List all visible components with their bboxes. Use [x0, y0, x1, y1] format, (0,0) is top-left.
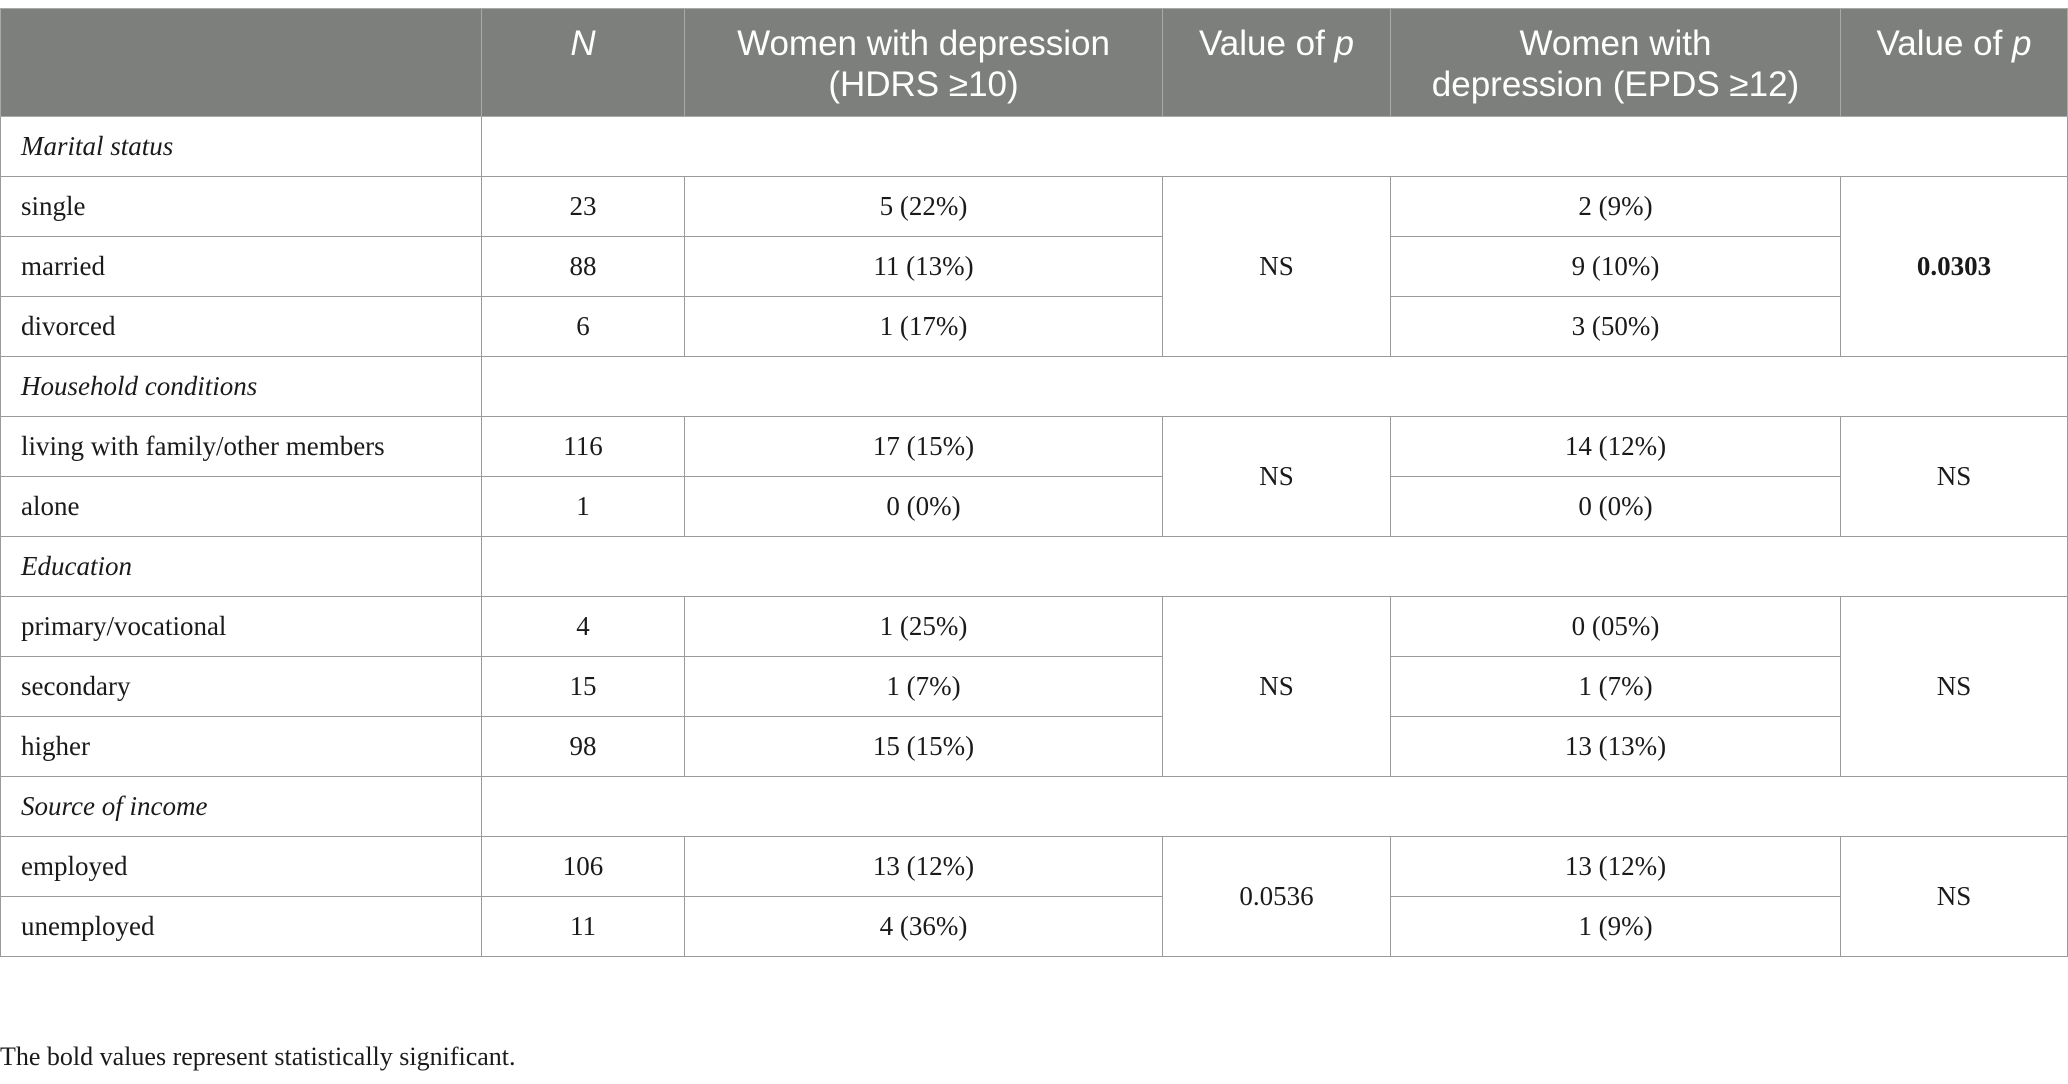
n-cell: 116 — [481, 416, 685, 477]
epds-cell: 0 (05%) — [1390, 596, 1841, 657]
table-row: married 88 11 (13%) 9 (10%) — [0, 236, 2068, 297]
row-label: higher — [0, 716, 482, 777]
p-value-hdrs-cell: 0.0536 — [1162, 836, 1391, 957]
n-cell: 1 — [481, 476, 685, 537]
epds-cell: 1 (9%) — [1390, 896, 1841, 957]
header-epds: Women with depression (EPDS ≥12) — [1390, 8, 1841, 117]
header-p1-text: Value of — [1198, 24, 1335, 63]
section-filler-cell — [481, 116, 2068, 177]
table-header-row: N Women with depression (HDRS ≥10) Value… — [0, 8, 2068, 117]
hdrs-cell: 0 (0%) — [684, 476, 1163, 537]
epds-cell: 9 (10%) — [1390, 236, 1841, 297]
section-row: Marital status — [0, 116, 2068, 177]
header-hdrs: Women with depression (HDRS ≥10) — [684, 8, 1163, 117]
hdrs-cell: 4 (36%) — [684, 896, 1163, 957]
header-p2-text: Value of — [1876, 24, 2013, 63]
n-cell: 88 — [481, 236, 685, 297]
section-title: Marital status — [0, 116, 482, 177]
section-row: Education — [0, 536, 2068, 597]
p-value-epds-cell: NS — [1840, 596, 2068, 777]
section-title: Source of income — [0, 776, 482, 837]
hdrs-cell: 11 (13%) — [684, 236, 1163, 297]
n-cell: 15 — [481, 656, 685, 717]
hdrs-cell: 1 (17%) — [684, 296, 1163, 357]
hdrs-cell: 1 (25%) — [684, 596, 1163, 657]
section-filler-cell — [481, 536, 2068, 597]
hdrs-cell: 13 (12%) — [684, 836, 1163, 897]
data-table-container: N Women with depression (HDRS ≥10) Value… — [0, 8, 2068, 957]
section-title: Education — [0, 536, 482, 597]
n-cell: 23 — [481, 176, 685, 237]
n-cell: 98 — [481, 716, 685, 777]
header-hdrs-line2: (HDRS ≥10) — [828, 65, 1019, 104]
epds-cell: 13 (12%) — [1390, 836, 1841, 897]
hdrs-cell: 15 (15%) — [684, 716, 1163, 777]
table-row: living with family/other members 116 17 (1… — [0, 416, 2068, 537]
table-row: single 23 5 (22%) NS 2 (9%) 0.0303 — [0, 176, 2068, 357]
table-footnote: The bold values represent statistically … — [0, 1042, 516, 1071]
section-title: Household conditions — [0, 356, 482, 417]
header-epds-line2: depression (EPDS ≥12) — [1431, 65, 1800, 104]
epds-cell: 0 (0%) — [1390, 476, 1841, 537]
hdrs-cell: 17 (15%) — [684, 416, 1163, 477]
hdrs-cell: 1 (7%) — [684, 656, 1163, 717]
epds-cell: 13 (13%) — [1390, 716, 1841, 777]
section-filler-cell — [481, 776, 2068, 837]
table-row: higher 98 15 (15%) 13 (13%) — [0, 716, 2068, 777]
header-p-value-epds: Value of p — [1840, 8, 2068, 117]
row-label: married — [0, 236, 482, 297]
epds-cell: 3 (50%) — [1390, 296, 1841, 357]
table-row: alone 1 0 (0%) 0 (0%) — [0, 476, 2068, 537]
row-label: primary/vocational — [0, 596, 482, 657]
table-row: secondary 15 1 (7%) 1 (7%) — [0, 656, 2068, 717]
header-epds-line1: Women with — [1519, 24, 1712, 63]
header-p2-symbol: p — [2012, 24, 2032, 63]
header-n: N — [481, 8, 685, 117]
p-value-epds-cell: NS — [1840, 836, 2068, 957]
header-p1-symbol: p — [1334, 24, 1355, 63]
header-hdrs-line1: Women with depression — [737, 24, 1110, 63]
p-value-hdrs-cell: NS — [1162, 176, 1391, 357]
table-row: employed 106 13 (12%) 0.0536 13 (12%) NS — [0, 836, 2068, 957]
header-p-value-hdrs: Value of p — [1162, 8, 1391, 117]
row-label: secondary — [0, 656, 482, 717]
demographics-depression-table: N Women with depression (HDRS ≥10) Value… — [0, 8, 2068, 957]
table-row: divorced 6 1 (17%) 3 (50%) — [0, 296, 2068, 357]
table-row: unemployed 11 4 (36%) 1 (9%) — [0, 896, 2068, 957]
table-row: primary/vocational 4 1 (25%) NS 0 (05%) NS — [0, 596, 2068, 777]
p-value-hdrs-cell: NS — [1162, 596, 1391, 777]
n-cell: 11 — [481, 896, 685, 957]
epds-cell: 14 (12%) — [1390, 416, 1841, 477]
row-label: unemployed — [0, 896, 482, 957]
epds-cell: 1 (7%) — [1390, 656, 1841, 717]
section-row: Source of income — [0, 776, 2068, 837]
p-value-epds-cell: 0.0303 — [1840, 176, 2068, 357]
n-cell: 4 — [481, 596, 685, 657]
n-cell: 6 — [481, 296, 685, 357]
section-row: Household conditions — [0, 356, 2068, 417]
row-label: employed — [0, 836, 482, 897]
header-label-cell — [0, 8, 482, 117]
p-value-epds-cell: NS — [1840, 416, 2068, 537]
n-cell: 106 — [481, 836, 685, 897]
row-label: living with family/other members — [0, 416, 482, 477]
row-label: divorced — [0, 296, 482, 357]
table-body: Marital status single 23 5 (22%) NS 2 (9%) 0.0… — [0, 116, 2068, 957]
hdrs-cell: 5 (22%) — [684, 176, 1163, 237]
row-label: alone — [0, 476, 482, 537]
epds-cell: 2 (9%) — [1390, 176, 1841, 237]
section-filler-cell — [481, 356, 2068, 417]
row-label: single — [0, 176, 482, 237]
p-value-hdrs-cell: NS — [1162, 416, 1391, 537]
